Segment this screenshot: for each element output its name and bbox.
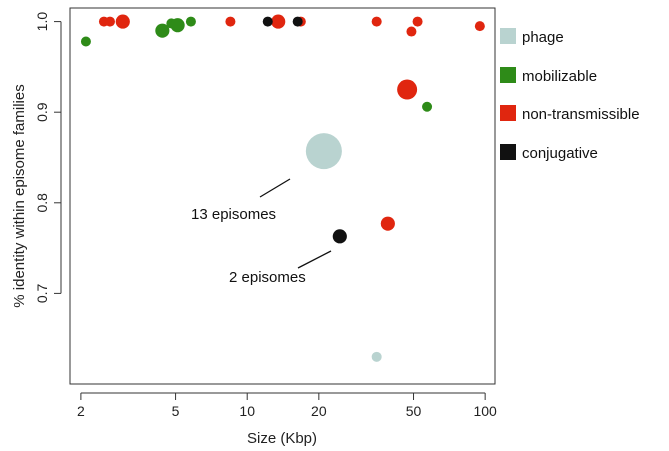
legend-swatch-mobilizable — [500, 67, 516, 83]
point-non-transmissible — [474, 21, 485, 32]
point-non-transmissible — [380, 216, 395, 231]
point-mobilizable — [185, 16, 196, 27]
point-conjugative — [332, 229, 347, 244]
legend-swatch-conjugative — [500, 144, 516, 160]
point-phage — [305, 133, 342, 170]
x-tick-label: 100 — [473, 403, 497, 419]
y-axis-label: % identity within episome families — [11, 84, 28, 307]
y-tick-label: 0.7 — [34, 283, 50, 303]
point-mobilizable — [155, 23, 170, 38]
y-tick-label: 0.8 — [34, 193, 50, 213]
points-layer — [80, 14, 485, 362]
y-axis: 0.7 0.8 0.9 1.0 — [34, 12, 62, 303]
annotation-line-2-episomes — [297, 250, 332, 269]
point-non-transmissible — [225, 16, 236, 27]
y-tick-label: 0.9 — [34, 102, 50, 122]
legend-swatch-non-transmissible — [500, 105, 516, 121]
x-axis-label: Size (Kbp) — [247, 430, 317, 447]
legend-swatch-phage — [500, 28, 516, 44]
annotation-13-episomes: 13 episomes — [191, 206, 276, 223]
legend-label-conjugative: conjugative — [522, 145, 598, 162]
point-conjugative — [292, 16, 303, 27]
point-non-transmissible — [371, 16, 382, 27]
point-mobilizable — [80, 36, 91, 47]
point-non-transmissible — [412, 16, 423, 27]
point-phage — [371, 351, 382, 362]
point-non-transmissible — [397, 79, 418, 100]
plot-frame — [69, 7, 496, 385]
point-mobilizable — [422, 101, 433, 112]
y-tick-label: 1.0 — [34, 12, 50, 32]
legend: phage mobilizable non-transmissible conj… — [500, 28, 640, 162]
legend-label-phage: phage — [522, 29, 564, 46]
x-tick-label: 10 — [239, 403, 255, 419]
x-tick-label: 50 — [406, 403, 422, 419]
annotation-2-episomes: 2 episomes — [229, 269, 306, 286]
point-non-transmissible — [406, 26, 417, 37]
point-non-transmissible — [104, 16, 115, 27]
x-tick-label: 2 — [77, 403, 85, 419]
x-axis: 2 5 10 20 50 100 — [77, 392, 497, 419]
annotations: 13 episomes 2 episomes — [191, 178, 332, 286]
legend-label-non-transmissible: non-transmissible — [522, 106, 640, 123]
point-non-transmissible — [115, 14, 130, 29]
x-tick-label: 5 — [172, 403, 180, 419]
point-non-transmissible — [271, 14, 286, 29]
point-conjugative — [262, 16, 273, 27]
point-mobilizable — [170, 18, 185, 33]
legend-label-mobilizable: mobilizable — [522, 68, 597, 85]
annotation-line-13-episomes — [259, 178, 291, 198]
x-tick-label: 20 — [311, 403, 327, 419]
